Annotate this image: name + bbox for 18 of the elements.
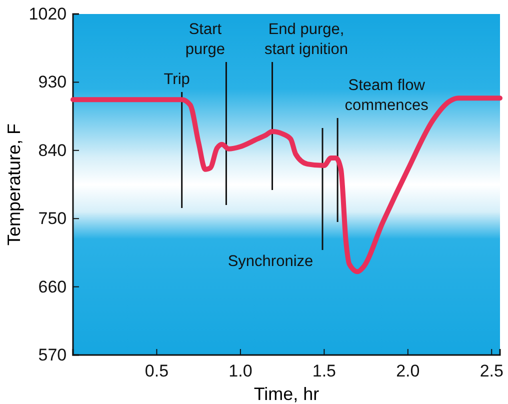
y-tick-label: 1020	[28, 4, 67, 24]
y-tick-label: 570	[38, 345, 67, 364]
x-tick-label: 2.0	[396, 362, 420, 381]
ref-line-label: Start purge	[185, 21, 226, 58]
ref-line-label: Trip	[164, 71, 190, 88]
y-axis-title: Temperature, F	[4, 123, 24, 246]
y-tick-label: 750	[38, 209, 67, 228]
ref-line-label: End purge, start ignition	[264, 21, 348, 58]
ref-line-label: Steam flow commences	[344, 77, 429, 114]
x-tick-label: 1.0	[228, 362, 252, 381]
x-tick-label: 2.5	[480, 362, 504, 381]
y-tick-label: 660	[38, 277, 67, 296]
x-axis-title: Time, hr	[254, 384, 320, 404]
x-tick-label: 0.5	[144, 362, 169, 381]
x-tick-label: 1.5	[312, 362, 336, 381]
ref-line-label: Synchronize	[228, 253, 314, 270]
y-tick-label: 840	[38, 140, 67, 160]
y-tick-label: 930	[38, 72, 67, 92]
